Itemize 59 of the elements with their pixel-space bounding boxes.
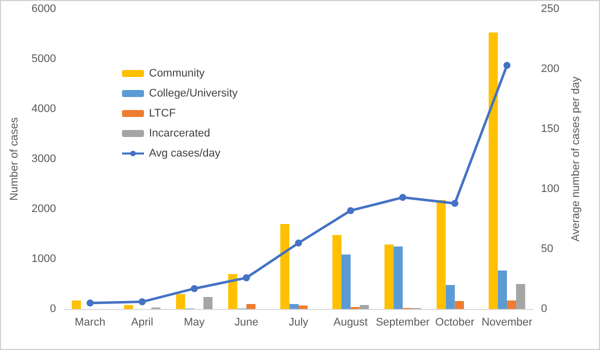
x-tick-label: June [234, 316, 258, 328]
y2-tick-label: 200 [541, 63, 560, 75]
y-tick-label: 5000 [32, 53, 56, 65]
bar [488, 32, 498, 309]
bar [124, 305, 134, 309]
bar [228, 274, 238, 309]
bar [176, 294, 186, 309]
y-axis-title: Number of cases [8, 116, 20, 201]
x-tick-label: April [131, 316, 154, 328]
y2-tick-label: 50 [541, 243, 554, 255]
legend-label: Avg cases/day [149, 148, 221, 160]
bar [341, 254, 351, 309]
y2-tick-label: 150 [541, 123, 560, 135]
bar [360, 305, 369, 309]
bar [72, 300, 81, 309]
y2-tick-label: 100 [541, 183, 560, 195]
x-tick-label: October [435, 316, 475, 328]
point [451, 200, 458, 207]
y-tick-label: 2000 [32, 203, 56, 215]
legend-label: Community [149, 68, 206, 80]
bar [332, 235, 342, 309]
bar [298, 306, 308, 309]
bar [289, 304, 298, 309]
bar [498, 270, 507, 309]
y2-tick-label: 250 [541, 3, 560, 15]
x-tick-label: May [184, 316, 206, 328]
bar [454, 301, 464, 309]
y-tick-label: 0 [50, 303, 56, 315]
x-tick-label: July [288, 316, 309, 328]
x-tick-label: August [333, 316, 368, 328]
legend-label: Incarcerated [149, 128, 210, 140]
y2-tick-label: 0 [541, 303, 548, 315]
y2-axis-title: Average number of cases per day [570, 76, 582, 242]
bar [203, 297, 213, 309]
bar [384, 244, 394, 309]
bar [516, 284, 526, 309]
y-tick-label: 3000 [32, 153, 56, 165]
bar [246, 304, 256, 309]
x-tick-label: March [74, 316, 106, 328]
x-tick-label: November [482, 316, 533, 328]
legend-label: LTCF [149, 108, 176, 120]
y-tick-label: 6000 [32, 3, 56, 15]
point [190, 285, 198, 292]
point [86, 300, 94, 306]
bar [436, 200, 446, 309]
point [503, 62, 510, 69]
y-tick-label: 1000 [32, 253, 56, 265]
bar [280, 224, 290, 309]
bar [446, 285, 455, 309]
bar [394, 246, 403, 309]
point [242, 274, 250, 282]
bar [506, 300, 516, 309]
point [399, 194, 406, 201]
point [138, 298, 146, 306]
point [347, 207, 354, 214]
y-tick-label: 4000 [32, 103, 56, 115]
x-tick-label: September [376, 316, 430, 328]
legend-label: College/University [149, 88, 238, 100]
point [295, 240, 302, 246]
